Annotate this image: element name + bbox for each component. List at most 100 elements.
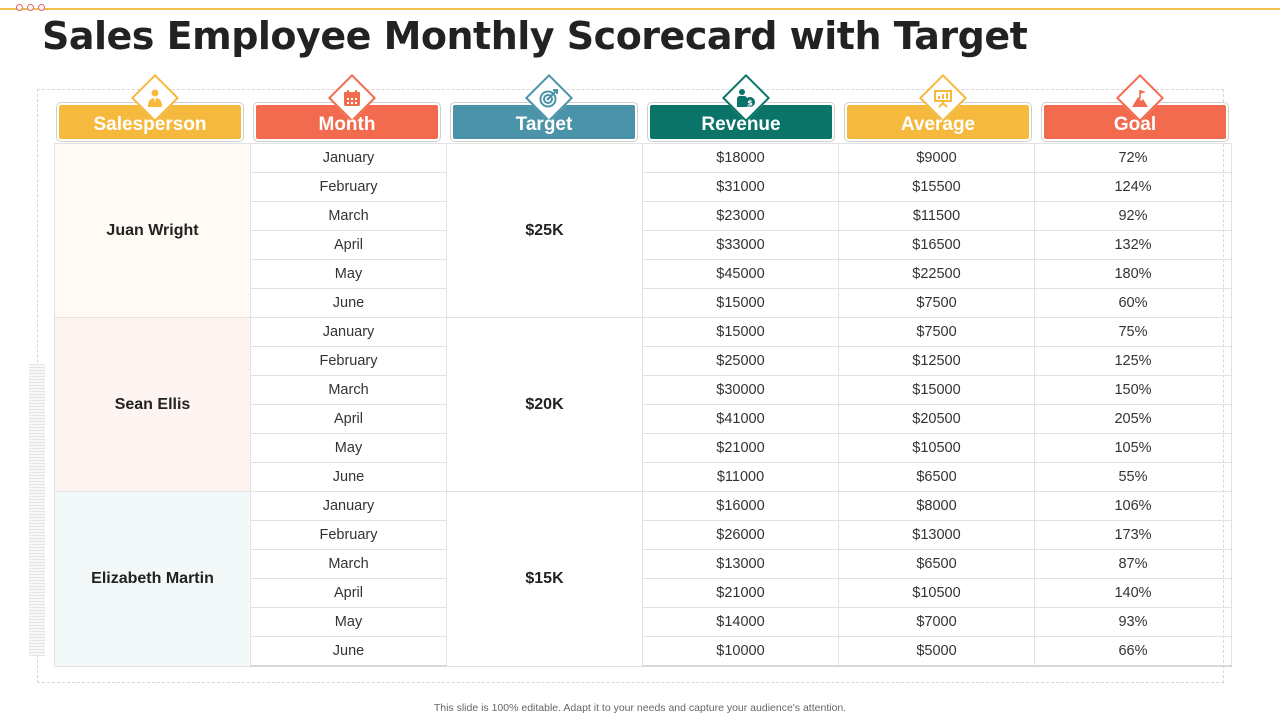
column-headers: Salesperson Month Target $ Revenue Average Goa… <box>57 73 1229 141</box>
goal-cell: 105% <box>1034 433 1232 463</box>
column-header-month: Month <box>254 73 440 141</box>
table-row: April $41000 $20500 205% <box>55 404 1232 434</box>
header-badge: $ <box>721 73 771 123</box>
average-cell: $8000 <box>838 491 1035 521</box>
goal-cell: 150% <box>1034 375 1232 405</box>
decorative-dots <box>16 4 45 11</box>
month-cell: February <box>250 346 447 376</box>
average-cell: $13000 <box>838 520 1035 550</box>
average-cell: $9000 <box>838 143 1035 173</box>
month-cell: May <box>250 433 447 463</box>
table-row: Juan Wright January $25K $18000 $9000 72% <box>54 143 1232 318</box>
target-cell: $20K <box>446 317 643 492</box>
goal-cell: 140% <box>1034 578 1232 608</box>
revenue-cell: $21000 <box>642 578 839 608</box>
target-cell: $25K <box>446 143 643 318</box>
column-header-average: Average <box>845 73 1031 141</box>
goal-cell: 66% <box>1034 636 1232 667</box>
revenue-cell: $16000 <box>642 491 839 521</box>
salesperson-cell: Juan Wright <box>54 143 251 318</box>
side-hatch-strip <box>29 364 45 656</box>
average-cell: $7500 <box>838 317 1035 347</box>
header-badge <box>1115 73 1165 123</box>
column-header-salesperson: Salesperson <box>57 73 243 141</box>
salesperson-cell: Elizabeth Martin <box>54 491 251 667</box>
average-cell: $6500 <box>838 462 1035 492</box>
revenue-cell: $14000 <box>642 607 839 637</box>
month-cell: May <box>250 259 447 289</box>
dot-icon <box>38 4 45 11</box>
column-header-label: Salesperson <box>93 114 207 135</box>
revenue-cell: $41000 <box>642 404 839 434</box>
table-row: May $14000 $7000 93% <box>55 607 1232 637</box>
month-cell: March <box>250 375 447 405</box>
month-cell: March <box>250 201 447 231</box>
average-cell: $10500 <box>838 433 1035 463</box>
table-row: May $45000 $22500 180% <box>55 259 1232 289</box>
column-header-goal: Goal <box>1042 73 1228 141</box>
average-cell: $11500 <box>838 201 1035 231</box>
salesperson-cell: Sean Ellis <box>54 317 251 492</box>
column-header-label: Revenue <box>701 114 781 135</box>
month-cell: May <box>250 607 447 637</box>
month-cell: June <box>250 288 447 318</box>
header-badge <box>130 73 180 123</box>
revenue-cell: $45000 <box>642 259 839 289</box>
column-header-label: Month <box>318 114 376 135</box>
average-cell: $7500 <box>838 288 1035 318</box>
goal-cell: 55% <box>1034 462 1232 492</box>
average-cell: $22500 <box>838 259 1035 289</box>
table-row: June $11000 $6500 55% <box>55 462 1232 492</box>
goal-cell: 75% <box>1034 317 1232 347</box>
revenue-cell: $15000 <box>642 288 839 318</box>
average-cell: $15500 <box>838 172 1035 202</box>
average-cell: $5000 <box>838 636 1035 667</box>
average-cell: $15000 <box>838 375 1035 405</box>
goal-cell: 106% <box>1034 491 1232 521</box>
table-row: February $26000 $13000 173% <box>55 520 1232 550</box>
month-cell: April <box>250 578 447 608</box>
revenue-cell: $33000 <box>642 230 839 260</box>
revenue-cell: $26000 <box>642 520 839 550</box>
column-header-revenue: $ Revenue <box>648 73 834 141</box>
revenue-cell: $13000 <box>642 549 839 579</box>
month-cell: June <box>250 462 447 492</box>
header-badge <box>524 73 574 123</box>
goal-cell: 93% <box>1034 607 1232 637</box>
average-cell: $7000 <box>838 607 1035 637</box>
dot-icon <box>16 4 23 11</box>
month-cell: January <box>250 491 447 521</box>
goal-cell: 87% <box>1034 549 1232 579</box>
goal-cell: 92% <box>1034 201 1232 231</box>
table-row: February $25000 $12500 125% <box>55 346 1232 376</box>
goal-cell: 60% <box>1034 288 1232 318</box>
goal-cell: 132% <box>1034 230 1232 260</box>
column-header-label: Goal <box>1113 114 1157 135</box>
month-cell: April <box>250 230 447 260</box>
month-cell: February <box>250 172 447 202</box>
table-row: February $31000 $15500 124% <box>55 172 1232 202</box>
top-accent-rule <box>0 8 1280 10</box>
revenue-cell: $31000 <box>642 172 839 202</box>
month-cell: January <box>250 143 447 173</box>
revenue-cell: $15000 <box>642 317 839 347</box>
average-cell: $16500 <box>838 230 1035 260</box>
table-row: June $10000 $5000 66% <box>55 636 1232 667</box>
svg-text:$: $ <box>747 99 753 108</box>
month-cell: March <box>250 549 447 579</box>
table-row: Sean Ellis January $20K $15000 $7500 75% <box>54 317 1232 492</box>
column-header-target: Target <box>451 73 637 141</box>
goal-cell: 173% <box>1034 520 1232 550</box>
revenue-cell: $30000 <box>642 375 839 405</box>
table-row: Elizabeth Martin January $15K $16000 $8000 10… <box>54 491 1232 667</box>
average-cell: $10500 <box>838 578 1035 608</box>
average-cell: $12500 <box>838 346 1035 376</box>
revenue-cell: $25000 <box>642 346 839 376</box>
revenue-cell: $23000 <box>642 201 839 231</box>
column-header-label: Average <box>900 114 976 135</box>
table-row: June $15000 $7500 60% <box>55 288 1232 318</box>
page-title: Sales Employee Monthly Scorecard with Ta… <box>42 14 1028 58</box>
goal-cell: 72% <box>1034 143 1232 173</box>
month-cell: February <box>250 520 447 550</box>
goal-cell: 124% <box>1034 172 1232 202</box>
